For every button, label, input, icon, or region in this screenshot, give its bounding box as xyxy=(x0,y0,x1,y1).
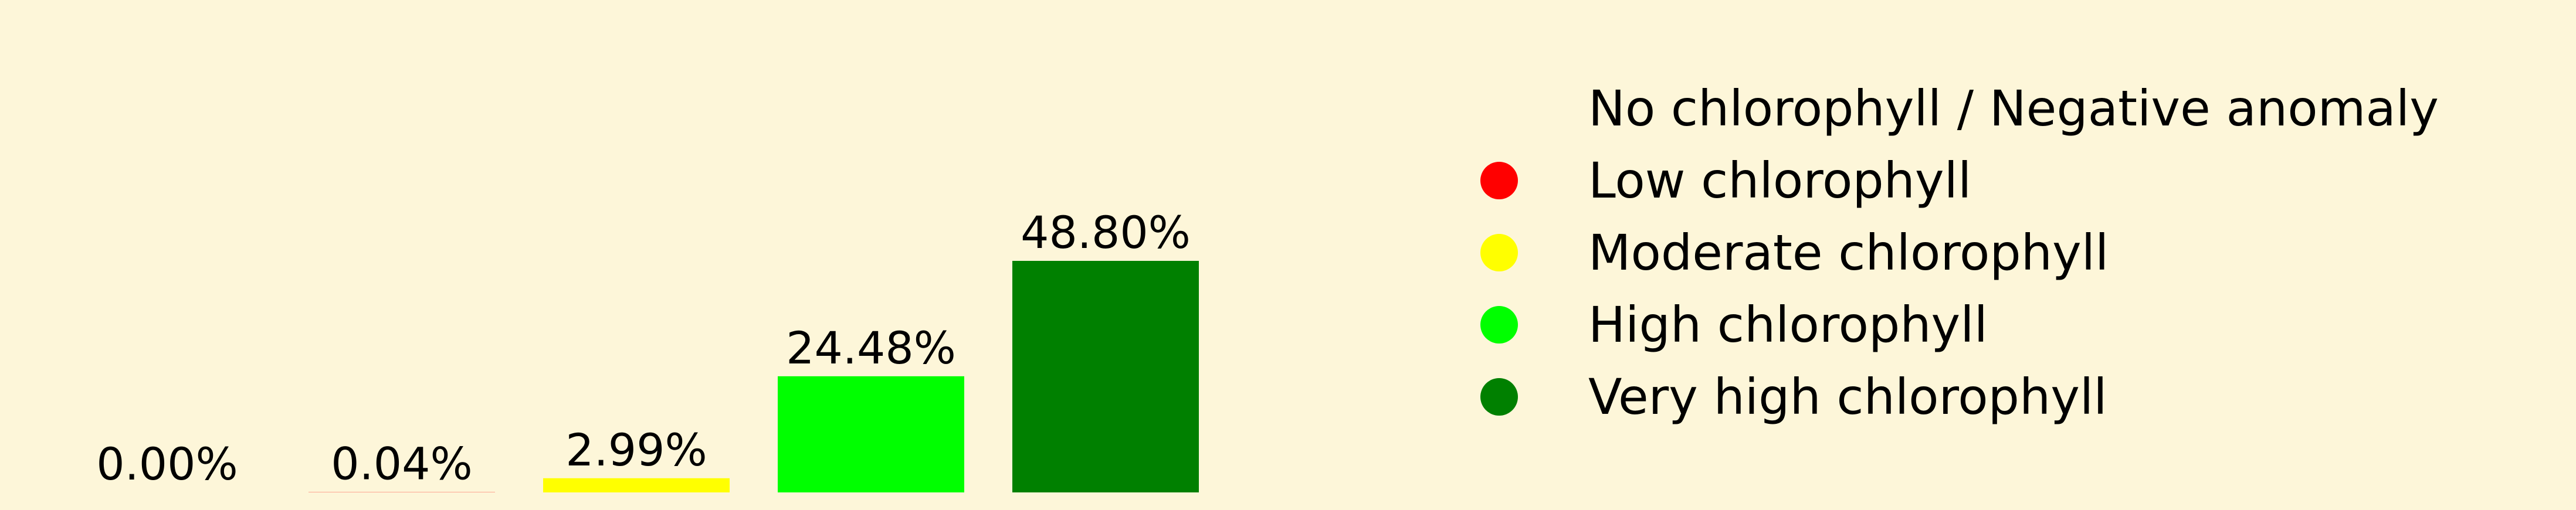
legend-label-3: Moderate chlorophyll xyxy=(1588,224,2109,281)
bar-value-label-2: 0.04% xyxy=(331,438,472,490)
legend-label-1: No chlorophyll / Negative anomaly xyxy=(1588,80,2439,137)
legend-marker-2 xyxy=(1480,162,1518,199)
bar-value-label-5: 48.80% xyxy=(1021,206,1191,259)
bar-value-label-4: 24.48% xyxy=(786,322,956,374)
bar-5 xyxy=(1012,261,1199,492)
legend-label-5: Very high chlorophyll xyxy=(1588,368,2107,426)
legend-label-4: High chlorophyll xyxy=(1588,296,1988,353)
legend: No chlorophyll / Negative anomaly Low chl… xyxy=(1480,80,2439,426)
bar-4 xyxy=(778,376,964,492)
legend-marker-5 xyxy=(1480,378,1518,416)
bar-series xyxy=(309,261,1199,492)
legend-marker-1 xyxy=(1480,90,1518,127)
bar-value-label-3: 2.99% xyxy=(565,424,707,476)
legend-label-2: Low chlorophyll xyxy=(1588,152,1971,209)
bar-3 xyxy=(543,478,730,492)
bar-data-labels: 0.00% 0.04% 2.99% 24.48% 48.80% xyxy=(96,206,1191,490)
legend-marker-3 xyxy=(1480,234,1518,271)
legend-marker-4 xyxy=(1480,306,1518,344)
bar-value-label-1: 0.00% xyxy=(96,438,238,490)
